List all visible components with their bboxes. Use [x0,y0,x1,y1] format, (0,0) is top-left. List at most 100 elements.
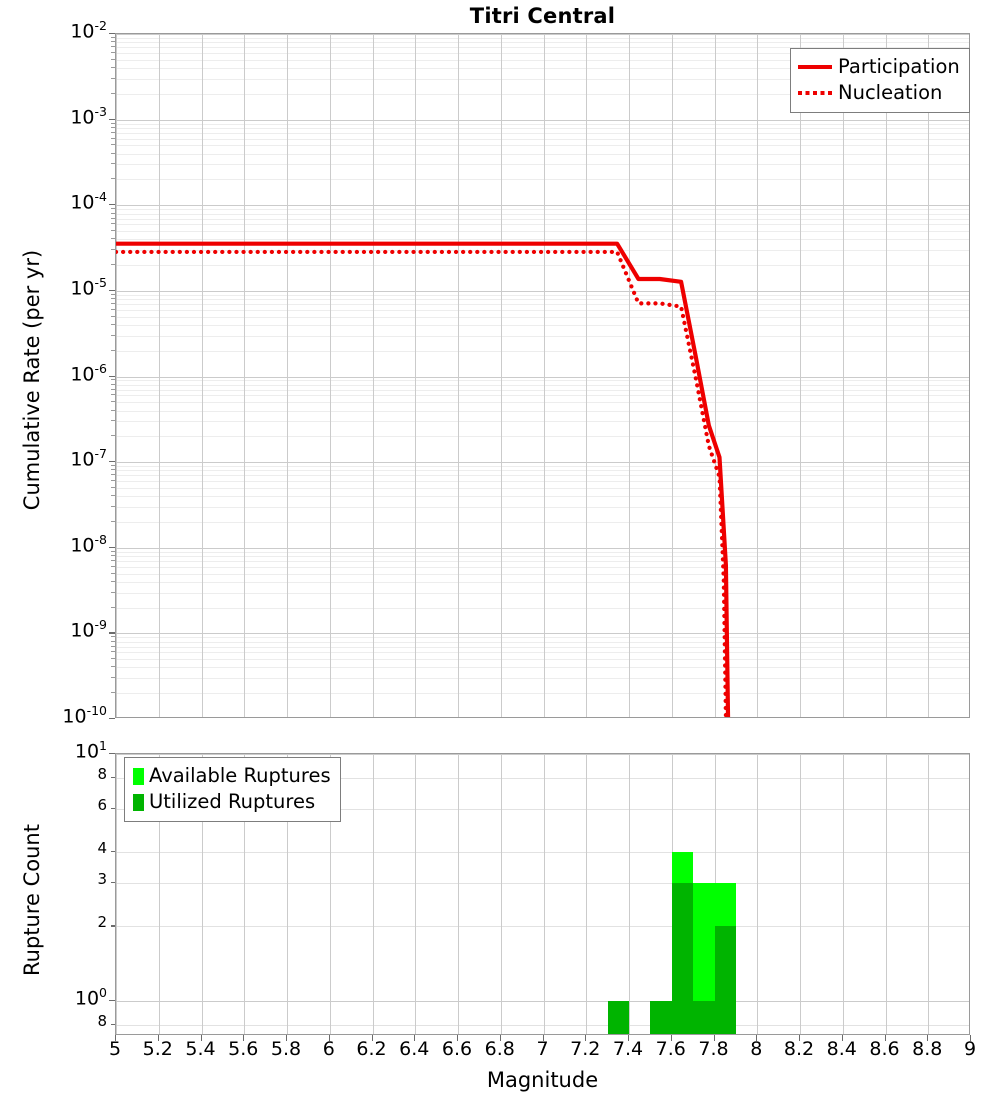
y-tick-mark-minor [111,394,115,396]
gridline-horizontal [116,777,969,779]
gridline-vertical [885,754,887,1034]
gridline-vertical [586,754,588,1034]
y-tick-mark-minor [111,334,115,336]
gridline-vertical [415,754,417,1034]
x-tick-label: 9 [963,1038,977,1060]
y-tick-label: 2 [97,913,107,932]
y-tick-mark-minor [111,409,115,411]
gridline-horizontal-minor [116,646,969,648]
x-tick-label: 8 [750,1038,763,1060]
gridline-horizontal-minor [116,324,969,326]
gridline-horizontal-minor [116,153,969,155]
y-tick-mark [111,851,115,853]
y-tick-mark-minor [111,606,115,608]
y-tick-mark-minor [111,51,115,53]
gridline-horizontal [116,883,969,885]
y-tick-mark-minor [111,692,115,694]
gridline-horizontal-minor [116,573,969,575]
gridline-vertical [415,34,417,717]
x-tick-label: 6.8 [484,1038,515,1060]
y-tick-mark-minor [111,92,115,94]
y-tick-mark [111,882,115,884]
utilized-ruptures-swatch-icon [133,793,144,811]
x-tick-label: 7.2 [570,1038,601,1060]
y-tick-mark [109,33,115,35]
y-tick-mark-minor [111,298,115,300]
gridline-vertical [287,34,288,717]
y-tick-mark-minor [111,212,115,214]
gridline-horizontal-minor [116,218,969,220]
y-tick-label: 10-9 [70,617,107,642]
x-tick-label: 5.4 [185,1038,216,1060]
gridline-horizontal-minor [116,68,969,70]
x-tick-mark [328,1035,330,1041]
bar-available [693,883,715,1034]
gridline-horizontal-minor [116,145,969,147]
legend-item-available-ruptures: Available Ruptures [132,763,331,789]
y-tick-mark-minor [111,323,115,325]
y-tick-mark [109,204,115,206]
y-tick-mark-minor [111,666,115,668]
x-tick-mark [799,1035,801,1041]
y-tick-mark-minor [111,178,115,180]
x-tick-mark [884,1035,886,1041]
gridline-horizontal-minor [116,335,969,337]
gridline-horizontal-minor [116,350,969,352]
gridline-horizontal-minor [116,436,969,438]
x-tick-mark [371,1035,373,1041]
gridline-vertical [458,34,459,717]
gridline-horizontal-minor [116,47,969,49]
gridline-vertical [842,754,844,1034]
y-tick-mark-minor [111,230,115,232]
gridline-horizontal-minor [116,164,969,166]
x-tick-label: 5 [108,1038,122,1060]
gridline-horizontal-minor [116,42,969,44]
gridline-horizontal-minor [116,487,969,489]
y-tick-mark-minor [111,651,115,653]
gridline-horizontal-minor [116,561,969,562]
gridline-horizontal-minor [116,389,969,391]
y-tick-mark-minor [111,645,115,647]
x-tick-label: 7 [536,1038,549,1060]
gridline-vertical [244,754,246,1034]
y-tick-label: 100 [74,984,107,1010]
legend-item-participation: Participation [798,54,960,80]
gridline-horizontal [116,1000,969,1002]
gridline-horizontal-minor [116,607,969,609]
x-tick-mark [499,1035,501,1041]
gridline-vertical [757,754,759,1034]
gridline-horizontal-minor [116,231,969,233]
x-tick-mark [115,1035,117,1041]
y-tick-mark-minor [111,677,115,679]
gridline-horizontal-minor [116,127,969,129]
gridline-horizontal-minor [116,521,969,523]
x-tick-label: 5.2 [142,1038,173,1060]
gridline-horizontal-minor [116,652,969,654]
gridline-horizontal-minor [116,470,969,472]
y-tick-mark-minor [111,555,115,557]
legend-label-participation: Participation [838,55,960,79]
y-tick-mark-minor [111,77,115,79]
x-tick-mark [841,1035,843,1041]
gridline-horizontal-minor [116,410,969,412]
gridline-horizontal-minor [116,299,969,301]
gridline-horizontal [116,1024,969,1026]
curve-legend: Participation Nucleation [790,48,970,113]
y-tick-mark-minor [111,315,115,317]
x-tick-mark [286,1035,288,1041]
y-tick-mark-minor [111,435,115,437]
x-tick-label: 6 [322,1038,335,1060]
y-tick-mark-minor [111,41,115,43]
x-tick-label: 7.8 [698,1038,729,1060]
y-tick-label: 8 [97,1011,107,1030]
legend-label-utilized-ruptures: Utilized Ruptures [149,790,316,814]
y-tick-label: 101 [74,738,107,763]
gridline-vertical [543,754,545,1034]
gridline-horizontal-minor [116,179,969,181]
y-tick-mark-minor [111,465,115,467]
y-tick-mark-minor [111,420,115,422]
gridline-horizontal [116,290,969,292]
x-tick-mark [414,1035,416,1041]
y-tick-mark-minor [111,264,115,266]
gridline-horizontal-minor [116,294,969,296]
